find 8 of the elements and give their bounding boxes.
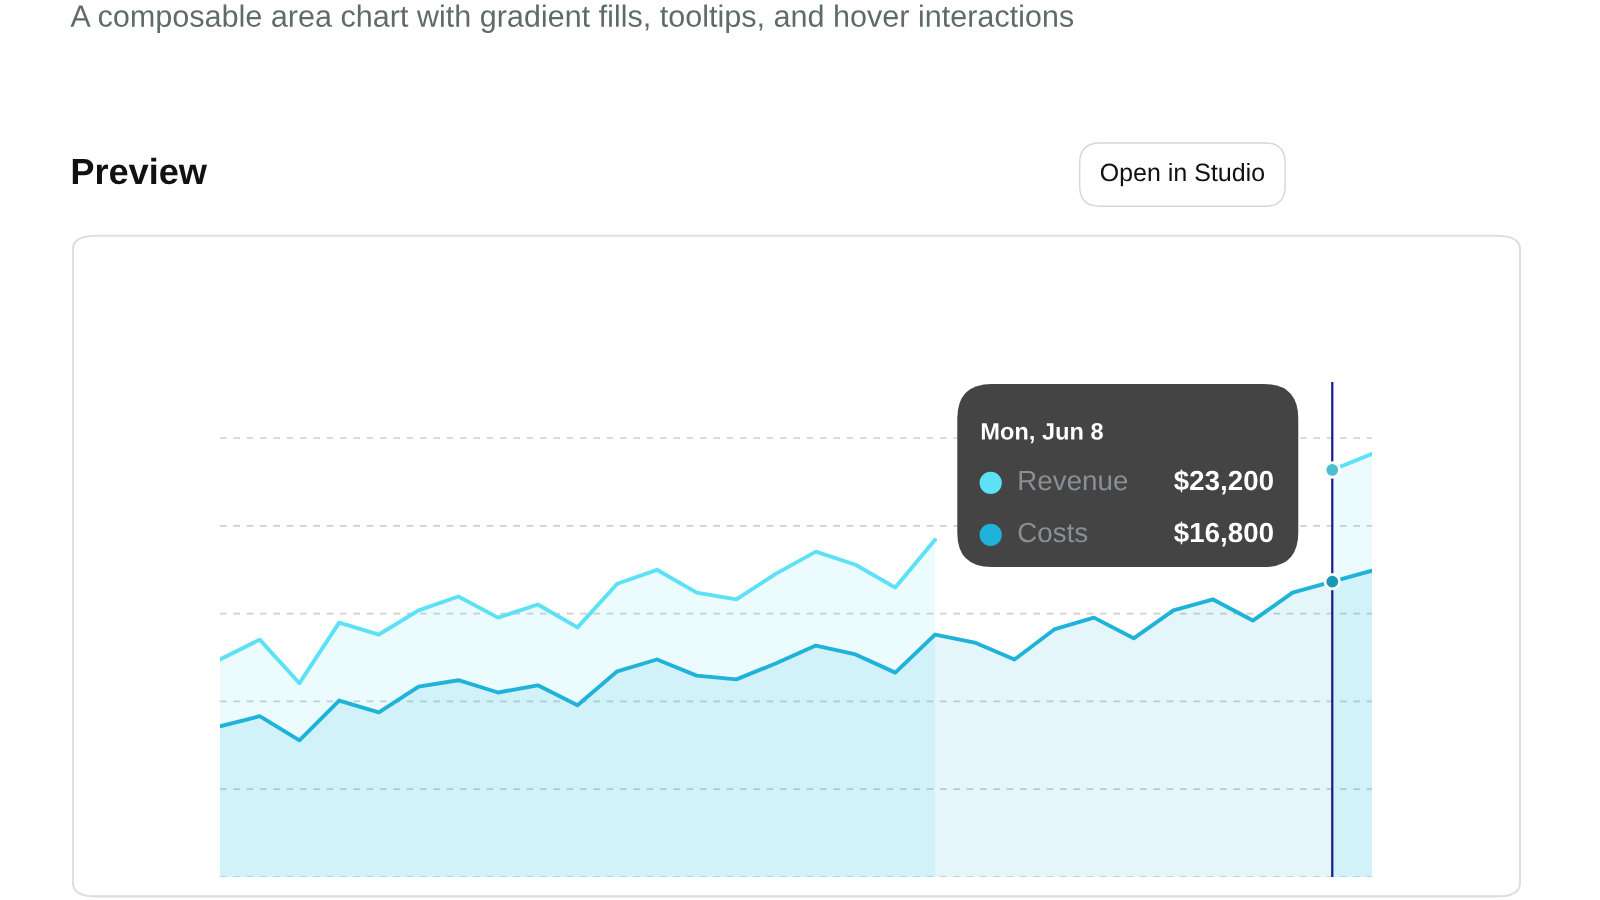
annotation: $23,200 bbox=[1174, 469, 1273, 495]
chart-title: Preview bbox=[72, 157, 207, 185]
legend-title: Mon, Jun 8 bbox=[981, 423, 1103, 444]
annotation: $16,800 bbox=[1174, 521, 1273, 547]
chart-subtitle: A composable area chart with gradient fills, tooltips, and hover interactions bbox=[70, 4, 1074, 33]
legend-label: Costs bbox=[1018, 522, 1088, 543]
legend-label: Revenue bbox=[1019, 471, 1128, 491]
text: Open in Studio bbox=[1100, 162, 1265, 187]
